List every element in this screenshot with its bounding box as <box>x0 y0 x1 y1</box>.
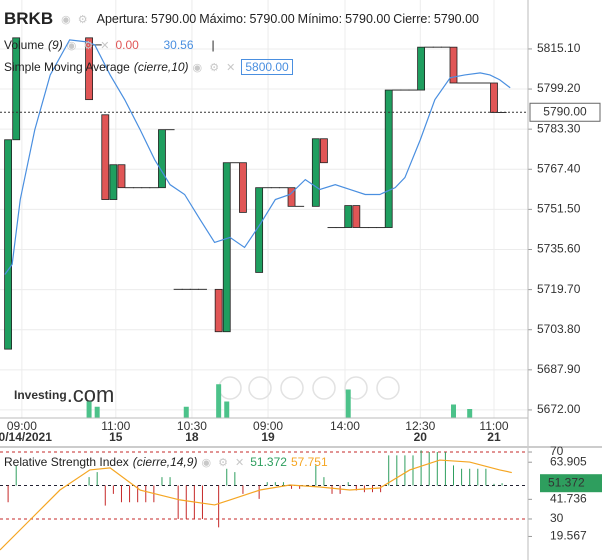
volume-bar <box>224 401 230 418</box>
candle <box>117 164 126 189</box>
x-tick-date: 10/14/2021 <box>0 430 52 444</box>
candle <box>12 37 21 141</box>
volume-bar <box>86 401 92 418</box>
y-tick-label: 5815.10 <box>537 41 581 55</box>
y-tick-label: 5799.20 <box>537 81 581 95</box>
ohlc-value: 5790.00 <box>433 12 479 26</box>
y-tick-label: 5687.90 <box>537 362 581 376</box>
x-tick-label: 14:00 <box>330 419 360 433</box>
candle <box>158 129 166 189</box>
toolbar-icon <box>248 376 272 400</box>
symbol: BRKB <box>4 9 54 28</box>
candle <box>214 288 223 333</box>
x-tick-date: 19 <box>261 430 275 444</box>
icons: ◉ ⚙ <box>61 13 90 26</box>
x-tick-label: 10:30 <box>177 419 207 433</box>
sma-params: (cierre,10) <box>133 60 189 74</box>
rsi-value: 51.372 <box>250 455 287 469</box>
y-tick-label: 5703.80 <box>537 322 581 336</box>
candle <box>490 82 498 113</box>
volume-name: Volume <box>4 38 45 52</box>
last-price-label: 5790.00 <box>543 104 587 118</box>
candle <box>352 205 361 228</box>
sma-legend: Simple Moving Average (cierre,10) ◉ ⚙ ✕ 5… <box>4 59 293 75</box>
x-tick-label: 12:30 <box>405 419 435 433</box>
x-tick-label: 09:00 <box>253 419 283 433</box>
volume-params: (9) <box>48 38 63 52</box>
ohlc: Apertura: 5790.00 Máximo: 5790.00 Mínimo: 579… <box>94 12 479 26</box>
rsi-value-box <box>540 474 602 493</box>
ohlc-value: 5790.00 <box>345 12 391 26</box>
y-tick-label: 5767.40 <box>537 161 581 175</box>
sma-name: Simple Moving Average <box>4 60 130 74</box>
volume-bar <box>450 404 456 418</box>
volume-bar <box>94 406 100 418</box>
volume-bar <box>216 384 222 418</box>
candle <box>449 46 458 84</box>
candle <box>417 46 426 91</box>
candle <box>384 89 393 228</box>
header-legend: BRKB ◉ ⚙ Apertura: 5790.00 Máximo: 5790.00 M… <box>4 9 479 29</box>
y-tick-label: 5672.00 <box>537 402 581 416</box>
candle <box>85 37 93 101</box>
icons: ◉ ⚙ ✕ <box>192 61 238 74</box>
candle <box>239 162 247 213</box>
sma-line <box>4 39 511 275</box>
y-tick-label: 5719.70 <box>537 282 581 296</box>
last-price-box <box>529 102 601 122</box>
volume-bar <box>183 406 189 418</box>
ohlc-name: Cierre: <box>393 12 431 26</box>
x-tick-date: 15 <box>109 430 123 444</box>
rsi-params: (cierre,14,9) <box>132 455 198 469</box>
candle <box>222 162 231 333</box>
x-tick-date: 20 <box>414 430 428 444</box>
toolbar-icon <box>376 376 400 400</box>
y-tick-label: 63.905 <box>550 454 587 468</box>
x-tick-label: 11:00 <box>101 419 130 433</box>
ohlc-value: 5790.00 <box>249 12 295 26</box>
x-tick-date: 18 <box>185 430 199 444</box>
volume-down: 0.00 <box>115 38 139 52</box>
y-tick-label: 5751.50 <box>537 202 581 216</box>
ohlc-name: Mínimo: <box>297 12 343 26</box>
candle <box>109 164 118 200</box>
sma-value: 5800.00 <box>241 59 293 75</box>
ohlc-name: Apertura: <box>96 12 149 26</box>
x-tick-date: 21 <box>487 430 501 444</box>
ohlc-value: 5790.00 <box>151 12 197 26</box>
candle <box>320 138 328 164</box>
watermark-main: Investing <box>14 388 67 402</box>
toolbar-icon <box>312 376 336 400</box>
y-tick-label: 70 <box>550 444 564 458</box>
candle <box>4 139 12 350</box>
y-tick-label: 19.567 <box>550 529 587 543</box>
candle <box>311 138 320 207</box>
volume-bar <box>467 409 473 418</box>
icons: ◉ ⚙ ✕ <box>201 456 247 469</box>
signal-line <box>0 459 512 551</box>
toolbar-icon <box>280 376 304 400</box>
ohlc-name: Máximo: <box>199 12 247 26</box>
candle <box>101 114 110 200</box>
icons: ◉ ⚙ ✕ <box>66 39 112 52</box>
plot-bg <box>0 0 602 446</box>
x-tick-label: 11:00 <box>479 419 508 433</box>
volume-bar <box>345 389 351 418</box>
y-tick-label: 5735.60 <box>537 242 581 256</box>
candle <box>344 205 353 228</box>
toolbar-icon <box>344 376 368 400</box>
y-tick-label: 5783.30 <box>537 121 581 135</box>
y-tick-label: 41.736 <box>550 492 587 506</box>
volume-up: 30.56 <box>163 38 194 52</box>
rsi-value-label: 51.372 <box>548 475 585 489</box>
x-tick-label: 09:00 <box>7 419 37 433</box>
rsi-legend: Relative Strength Index (cierre,14,9) ◉ ⚙… <box>4 455 328 469</box>
signal-value: 57.751 <box>290 455 328 469</box>
volume-legend: Volume (9) ◉ ⚙ ✕ 0.00 30.56 | <box>4 38 215 52</box>
rsi-name: Relative Strength Index <box>4 455 129 469</box>
candle <box>287 187 296 207</box>
y-tick-label: 30 <box>550 511 564 525</box>
